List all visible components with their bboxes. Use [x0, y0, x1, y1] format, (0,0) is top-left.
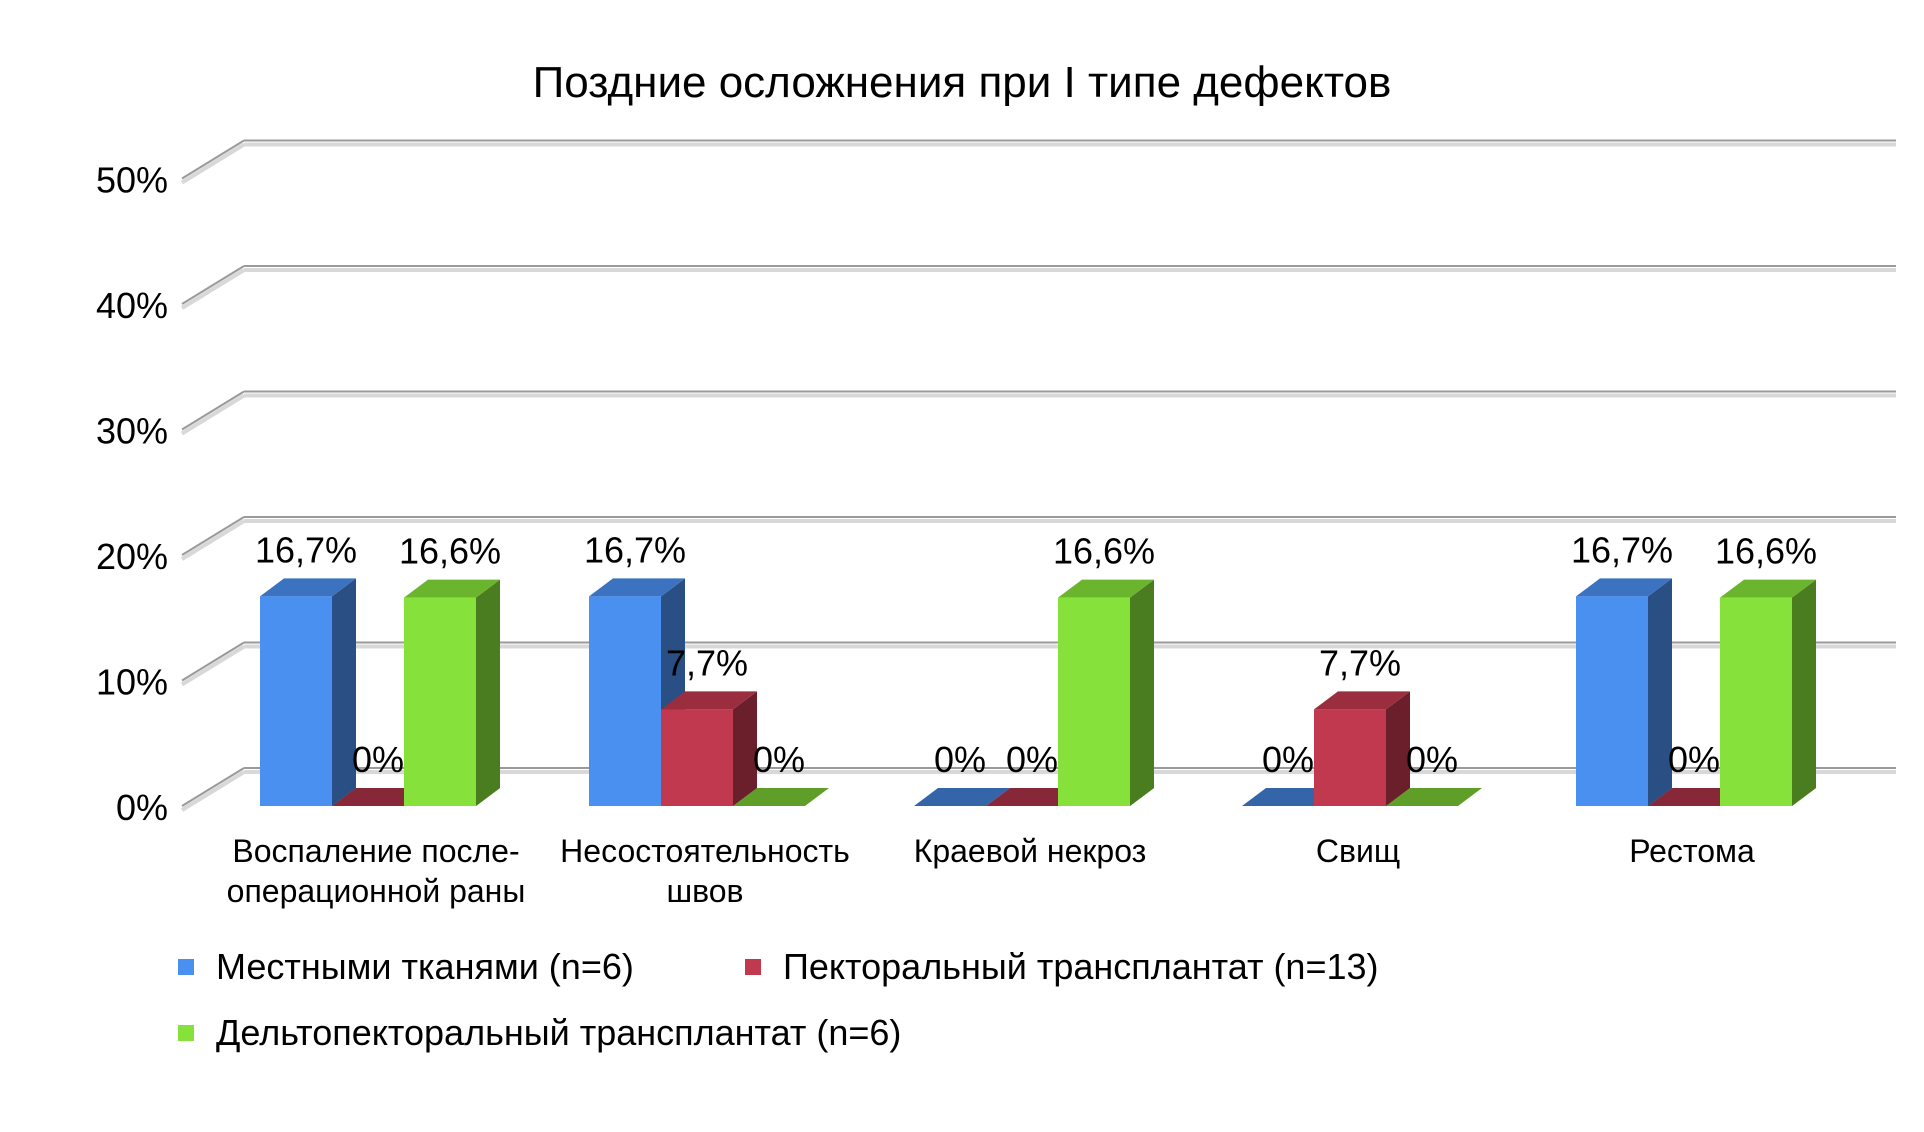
bar-top — [1576, 578, 1672, 597]
data-label: 16,6% — [1715, 531, 1817, 572]
gridline-shadow — [180, 142, 246, 185]
data-label: 0% — [753, 739, 805, 780]
gridline-shadow — [180, 393, 246, 436]
y-tick-label: 50% — [96, 160, 168, 201]
x-tick-label: Свищ — [1316, 833, 1400, 869]
bar — [404, 597, 476, 806]
x-tick-label: Рестома — [1629, 833, 1755, 869]
bar-top — [404, 579, 500, 598]
bar-top — [1314, 691, 1410, 710]
gridline-depth — [181, 641, 245, 682]
bar — [260, 596, 332, 806]
data-label: 16,7% — [584, 529, 686, 570]
legend-label: Пекторальный трансплантат (n=13) — [783, 946, 1379, 987]
legend-item-deltopectoral-flap: Дельтопекторальный трансплантат (n=6) — [178, 1012, 901, 1054]
legend-item-local-tissue: Местными тканями (n=6) — [178, 946, 634, 988]
bar-side — [733, 691, 757, 806]
bar — [661, 709, 733, 806]
bar-base — [1386, 788, 1482, 806]
data-label: 0% — [352, 739, 404, 780]
gridline-depth — [181, 516, 245, 556]
bar-side — [1648, 578, 1672, 806]
data-label: 0% — [1406, 739, 1458, 780]
bar-top — [260, 578, 356, 597]
data-label: 16,7% — [255, 529, 357, 570]
gridline-shadow — [180, 268, 246, 310]
legend-label: Местными тканями (n=6) — [216, 946, 634, 987]
bar-top — [661, 691, 757, 710]
bar-top — [1058, 579, 1154, 598]
legend-label: Дельтопекторальный трансплантат (n=6) — [216, 1012, 902, 1053]
y-tick-label: 40% — [96, 285, 168, 326]
gridline-shadow — [180, 519, 246, 561]
data-label: 0% — [1668, 739, 1720, 780]
x-tick-label: Воспаление после- — [232, 833, 519, 869]
x-tick-label: операционной раны — [227, 873, 526, 909]
data-label: 16,6% — [1053, 531, 1155, 572]
bar — [1576, 596, 1648, 806]
gridline-shadow — [180, 644, 246, 687]
y-tick-label: 20% — [96, 536, 168, 577]
bar-top — [589, 578, 685, 597]
bar-side — [476, 579, 500, 806]
bar-side — [1386, 691, 1410, 806]
bar-base — [914, 788, 1010, 806]
bar-top — [1720, 579, 1816, 598]
legend-swatch-red — [745, 959, 761, 975]
x-tick-label: швов — [666, 873, 743, 909]
bar-base — [733, 788, 829, 806]
data-label: 16,6% — [399, 531, 501, 572]
bar-side — [1130, 579, 1154, 806]
y-tick-label: 0% — [116, 787, 168, 828]
x-tick-label: Краевой некроз — [914, 833, 1147, 869]
data-label: 7,7% — [666, 642, 748, 683]
gridline-depth — [181, 139, 245, 180]
bar — [1720, 597, 1792, 806]
data-label: 7,7% — [1319, 642, 1401, 683]
bar — [589, 596, 661, 806]
legend-item-pectoral-flap: Пекторальный трансплантат (n=13) — [745, 946, 1379, 988]
data-label: 0% — [934, 739, 986, 780]
bar-side — [332, 578, 356, 806]
chart-title: Поздние осложнения при I типе дефектов — [532, 58, 1392, 107]
y-tick-label: 30% — [96, 411, 168, 452]
bar-side — [1792, 579, 1816, 806]
x-tick-label: Несостоятельность — [560, 833, 850, 869]
bar — [1314, 709, 1386, 806]
gridline-depth — [181, 390, 245, 431]
legend-swatch-green — [178, 1025, 194, 1041]
data-label: 16,7% — [1571, 529, 1673, 570]
y-tick-label: 10% — [96, 662, 168, 703]
data-label: 0% — [1262, 739, 1314, 780]
gridline-depth — [181, 265, 245, 305]
data-label: 0% — [1006, 739, 1058, 780]
gridline-shadow — [180, 770, 246, 812]
legend-swatch-blue — [178, 959, 194, 975]
gridline-depth — [181, 767, 245, 807]
bar — [1058, 597, 1130, 806]
